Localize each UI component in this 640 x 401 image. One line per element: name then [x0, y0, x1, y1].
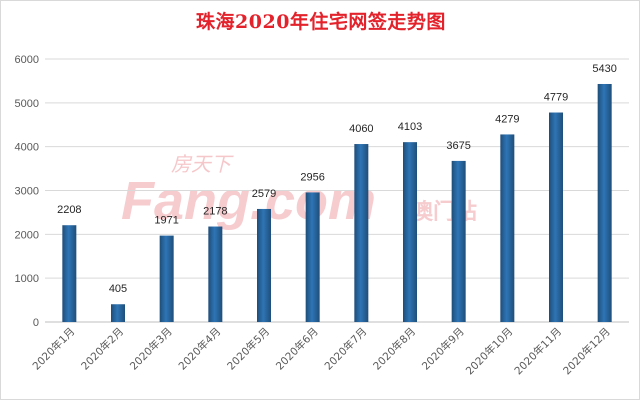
y-tick-label: 3000	[15, 186, 39, 198]
y-tick-label: 5000	[15, 98, 39, 110]
data-label: 4060	[349, 123, 373, 135]
y-tick-label: 1000	[15, 273, 39, 285]
data-label: 405	[109, 283, 127, 295]
bar	[111, 304, 125, 322]
data-label: 3675	[446, 140, 470, 152]
x-tick-label: 2020年12月	[560, 325, 612, 377]
data-label: 4279	[495, 113, 519, 125]
x-tick-label: 2020年11月	[512, 325, 564, 377]
bar	[257, 208, 271, 322]
data-label: 4779	[544, 92, 568, 104]
data-label: 2579	[252, 188, 276, 200]
bar	[159, 235, 174, 322]
y-tick-label: 0	[33, 317, 39, 329]
y-tick-label: 2000	[15, 229, 39, 241]
y-tick-label: 6000	[15, 54, 39, 66]
x-tick-label: 2020年6月	[273, 325, 321, 373]
x-tick-label: 2020年5月	[224, 325, 272, 373]
data-label: 2956	[300, 171, 324, 183]
x-tick-label: 2020年4月	[176, 325, 224, 373]
bar	[354, 144, 369, 322]
bar	[500, 134, 515, 322]
bar	[305, 192, 320, 322]
bar	[62, 225, 77, 322]
data-label: 1971	[154, 215, 178, 227]
x-tick-label: 2020年7月	[322, 325, 370, 373]
data-label: 4103	[398, 121, 422, 133]
x-tick-label: 2020年10月	[463, 325, 515, 377]
bar	[597, 83, 612, 322]
x-tick-label: 2020年3月	[127, 325, 175, 373]
gridlines	[45, 58, 629, 323]
bar	[403, 142, 417, 322]
data-label: 2208	[57, 204, 81, 216]
x-tick-label: 2020年9月	[419, 325, 467, 373]
bars	[62, 83, 612, 322]
data-label: 5430	[592, 63, 616, 75]
data-label: 2178	[203, 206, 227, 218]
data-labels: 2208 405 1971 2178 2579 2956 4060 4103 3675 4279 4…	[57, 63, 617, 295]
x-tick-label: 2020年1月	[30, 325, 78, 373]
x-tick-label: 2020年8月	[370, 325, 418, 373]
x-axis-ticks: 2020年1月 2020年2月 2020年3月 2020年4月 2020年5月 2020年…	[30, 325, 613, 377]
x-tick-label: 2020年2月	[78, 325, 126, 373]
y-tick-label: 4000	[15, 142, 39, 154]
bar	[208, 226, 223, 322]
bar	[451, 160, 466, 322]
chart-title: 珠海2020年住宅网签走势图	[196, 11, 446, 33]
bar	[549, 112, 563, 322]
y-axis-ticks: 0 1000 2000 3000 4000 5000 6000	[15, 54, 39, 329]
